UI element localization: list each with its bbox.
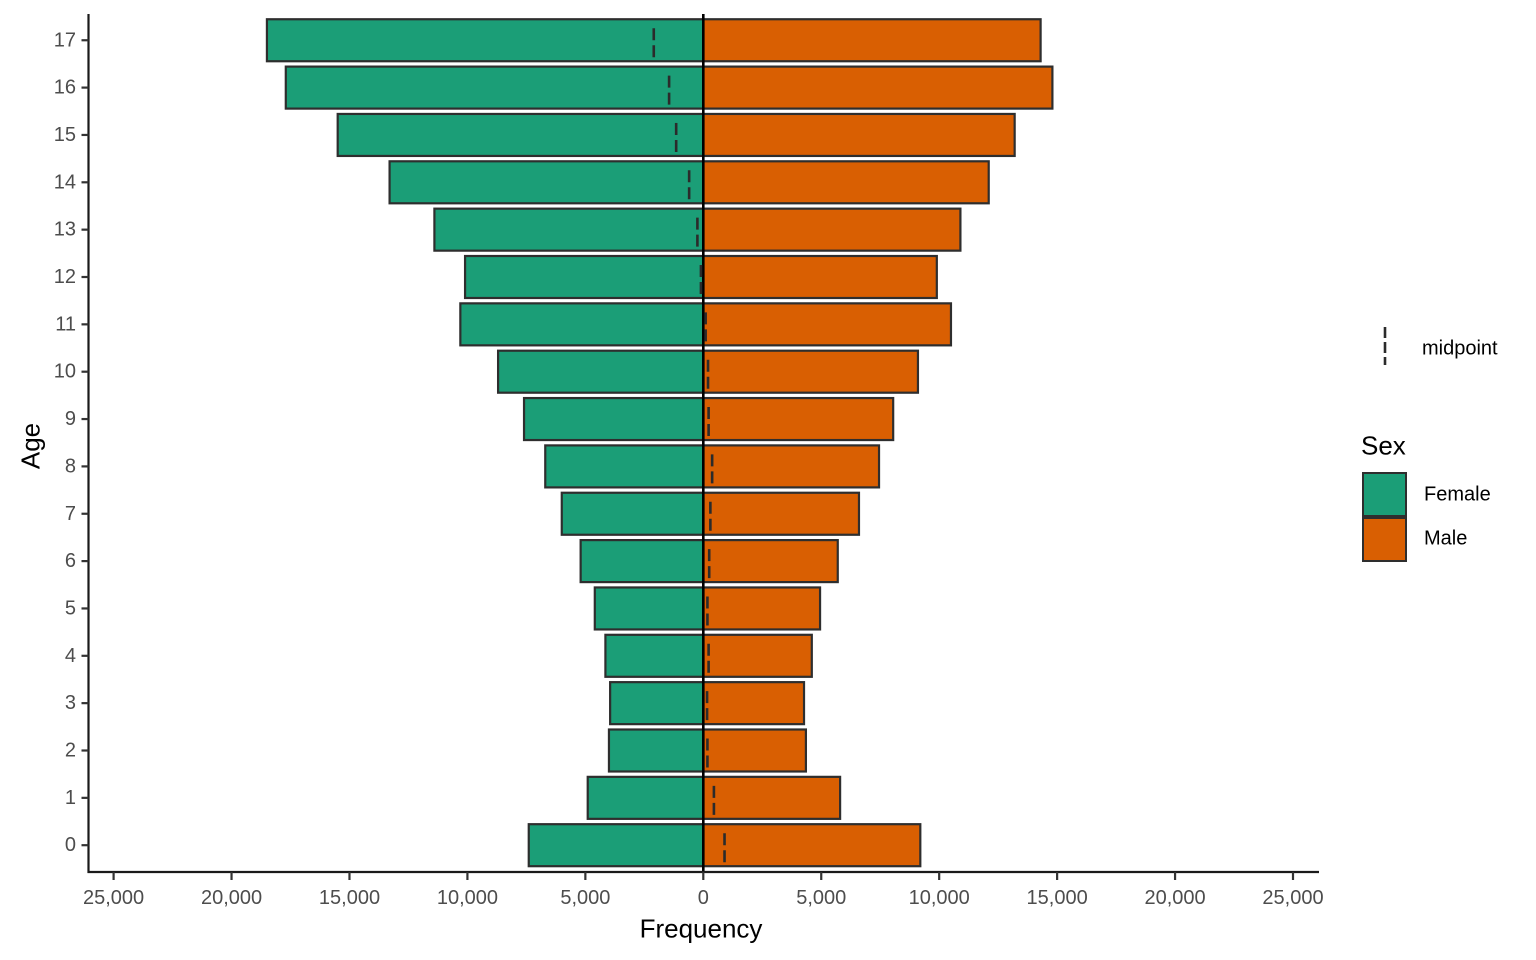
y-tick-label: 16 bbox=[54, 77, 76, 99]
y-tick-label: 15 bbox=[54, 124, 76, 146]
legend-midpoint-key bbox=[1378, 326, 1392, 371]
x-tick-label: 25,000 bbox=[83, 887, 144, 909]
bar-female-age-8 bbox=[544, 444, 705, 489]
bar-male-age-3 bbox=[702, 681, 806, 726]
y-tick-label: 2 bbox=[65, 740, 76, 762]
x-tick-label: 10,000 bbox=[437, 887, 498, 909]
bar-female-age-1 bbox=[586, 775, 705, 820]
y-tick-label: 5 bbox=[65, 597, 76, 619]
bar-male-age-9 bbox=[702, 396, 895, 442]
x-tick-label: 15,000 bbox=[1027, 887, 1088, 909]
bar-male-age-0 bbox=[702, 823, 922, 868]
y-tick-label: 12 bbox=[54, 266, 76, 288]
bar-female-age-9 bbox=[522, 396, 705, 442]
y-tick-label: 4 bbox=[65, 645, 76, 667]
bar-female-age-14 bbox=[388, 160, 705, 205]
male-swatch bbox=[1362, 517, 1407, 562]
bar-female-age-6 bbox=[579, 538, 705, 584]
y-tick-label: 3 bbox=[65, 692, 76, 714]
female-swatch bbox=[1362, 472, 1407, 517]
bar-female-age-15 bbox=[336, 112, 705, 158]
bar-female-age-16 bbox=[284, 65, 705, 110]
bar-female-age-12 bbox=[463, 254, 705, 300]
x-tick-label: 5,000 bbox=[560, 887, 610, 909]
bar-male-age-12 bbox=[702, 254, 938, 300]
y-tick-label: 7 bbox=[65, 503, 76, 525]
bar-female-age-4 bbox=[604, 633, 705, 678]
y-tick-label: 13 bbox=[54, 219, 76, 241]
x-tick-label: 10,000 bbox=[909, 887, 970, 909]
bar-female-age-0 bbox=[527, 823, 705, 868]
x-tick-label: 15,000 bbox=[319, 887, 380, 909]
legend-sex-title: Sex bbox=[1361, 430, 1406, 461]
bar-female-age-11 bbox=[459, 302, 705, 347]
legend-female-label: Female bbox=[1424, 483, 1491, 506]
bar-male-age-10 bbox=[702, 349, 920, 394]
bar-female-age-17 bbox=[265, 18, 705, 63]
bar-female-age-10 bbox=[496, 349, 705, 394]
bar-female-age-13 bbox=[433, 207, 705, 252]
y-tick-label: 9 bbox=[65, 408, 76, 430]
legend-midpoint-label: midpoint bbox=[1422, 337, 1498, 360]
bar-male-age-16 bbox=[702, 65, 1054, 110]
y-tick-label: 0 bbox=[65, 834, 76, 856]
x-axis-title: Frequency bbox=[639, 913, 763, 944]
y-tick-label: 8 bbox=[65, 455, 76, 477]
y-tick-label: 10 bbox=[54, 361, 76, 383]
bar-male-age-6 bbox=[702, 538, 839, 584]
y-tick-label: 17 bbox=[54, 29, 76, 51]
x-tick-label: 5,000 bbox=[796, 887, 846, 909]
y-tick-label: 14 bbox=[54, 171, 76, 193]
y-tick-label: 6 bbox=[65, 550, 76, 572]
bar-male-age-7 bbox=[702, 491, 861, 536]
x-tick-label: 20,000 bbox=[201, 887, 262, 909]
bar-male-age-11 bbox=[702, 302, 953, 347]
legend-male-label: Male bbox=[1424, 527, 1468, 550]
bar-male-age-15 bbox=[702, 112, 1016, 158]
x-tick-label: 0 bbox=[698, 887, 709, 909]
bar-male-age-13 bbox=[702, 207, 962, 252]
bar-female-age-5 bbox=[593, 586, 705, 631]
midpoint-dash-icon bbox=[1383, 327, 1387, 365]
bar-male-age-4 bbox=[702, 633, 813, 678]
bar-male-age-14 bbox=[702, 160, 990, 205]
legend-item-male bbox=[1362, 517, 1407, 562]
y-tick-label: 11 bbox=[55, 313, 76, 335]
bar-male-age-5 bbox=[702, 586, 822, 631]
bar-male-age-1 bbox=[702, 775, 842, 820]
y-axis-title: Age bbox=[15, 422, 46, 470]
bar-female-age-3 bbox=[609, 681, 705, 726]
y-tick-label: 1 bbox=[65, 787, 76, 809]
x-tick-label: 25,000 bbox=[1262, 887, 1323, 909]
bar-female-age-2 bbox=[607, 728, 705, 773]
bar-male-age-2 bbox=[702, 728, 808, 773]
x-tick-label: 20,000 bbox=[1144, 887, 1205, 909]
bar-male-age-17 bbox=[702, 18, 1042, 63]
legend-item-female bbox=[1362, 472, 1407, 517]
bar-male-age-8 bbox=[702, 444, 881, 489]
bar-female-age-7 bbox=[560, 491, 705, 536]
